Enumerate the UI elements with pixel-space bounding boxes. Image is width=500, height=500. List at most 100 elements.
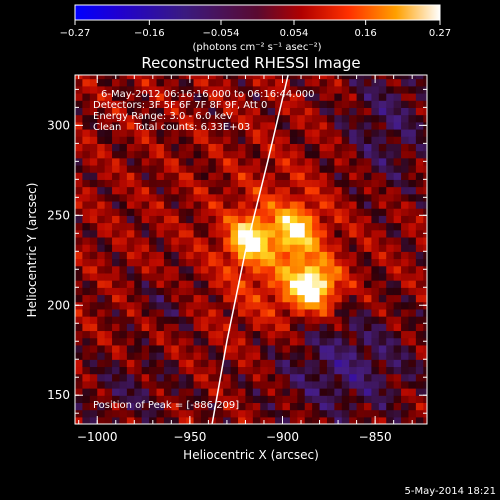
heatmap-cell: [89, 193, 98, 202]
heatmap-cell: [393, 157, 402, 166]
heatmap-cell: [341, 179, 350, 188]
heatmap-cell: [267, 330, 276, 339]
heatmap-cell: [326, 244, 335, 252]
heatmap-cell: [378, 416, 387, 424]
heatmap-cell: [245, 244, 254, 252]
heatmap-cell: [289, 359, 298, 368]
heatmap-cell: [112, 92, 121, 101]
heatmap-cell: [171, 395, 180, 404]
heatmap-cell: [156, 114, 165, 123]
heatmap-cell: [193, 150, 202, 159]
heatmap-cell: [193, 157, 202, 166]
heatmap-cell: [282, 244, 291, 252]
heatmap-cell: [104, 92, 113, 101]
heatmap-cell: [126, 272, 135, 281]
heatmap-cell: [223, 179, 232, 188]
heatmap-cell: [282, 337, 291, 346]
heatmap-cell: [178, 229, 187, 238]
heatmap-cell: [200, 236, 209, 245]
heatmap-cell: [238, 316, 247, 324]
heatmap-cell: [82, 157, 91, 166]
heatmap-cell: [97, 308, 106, 317]
heatmap-cell: [408, 200, 417, 209]
heatmap-cell: [223, 373, 232, 382]
heatmap-cell: [149, 280, 158, 288]
heatmap-cell: [215, 265, 224, 274]
heatmap-cell: [423, 308, 427, 317]
heatmap-cell: [423, 136, 427, 144]
heatmap-cell: [208, 200, 217, 209]
heatmap-cell: [126, 193, 135, 202]
heatmap-cell: [378, 128, 387, 137]
heatmap-cell: [312, 344, 321, 353]
heatmap-cell: [289, 200, 298, 209]
heatmap-cell: [134, 136, 143, 144]
heatmap-cell: [393, 395, 402, 404]
heatmap-cell: [415, 316, 424, 324]
heatmap-cell: [223, 388, 232, 396]
heatmap-cell: [156, 85, 165, 94]
heatmap-cell: [252, 186, 261, 195]
heatmap-cell: [415, 330, 424, 339]
heatmap-cell: [97, 287, 106, 296]
heatmap-cell: [334, 344, 343, 353]
heatmap-cell: [326, 308, 335, 317]
heatmap-cell: [393, 75, 402, 80]
heatmap-cell: [171, 222, 180, 231]
heatmap-cell: [423, 402, 427, 411]
heatmap-cell: [378, 294, 387, 303]
heatmap-cell: [341, 294, 350, 303]
heatmap-cell: [356, 280, 365, 288]
heatmap-cell: [245, 258, 254, 267]
heatmap-cell: [319, 100, 328, 108]
heatmap-cell: [386, 222, 395, 231]
heatmap-cell: [341, 352, 350, 360]
heatmap-cell: [312, 114, 321, 123]
heatmap-cell: [260, 121, 269, 130]
heatmap-cell: [282, 164, 291, 173]
heatmap-cell: [171, 323, 180, 332]
heatmap-cell: [112, 265, 121, 274]
heatmap-cell: [334, 136, 343, 144]
heatmap-cell: [134, 294, 143, 303]
heatmap-cell: [415, 373, 424, 382]
heatmap-cell: [356, 222, 365, 231]
heatmap-cell: [193, 128, 202, 137]
heatmap-cell: [245, 114, 254, 123]
heatmap-cell: [334, 179, 343, 188]
heatmap-cell: [275, 121, 284, 130]
heatmap-cell: [371, 157, 380, 166]
heatmap-cell: [238, 229, 247, 238]
heatmap-cell: [134, 287, 143, 296]
heatmap-cell: [104, 143, 113, 152]
heatmap-cell: [230, 78, 239, 87]
heatmap-cell: [208, 215, 217, 224]
heatmap-cell: [149, 186, 158, 195]
heatmap-cell: [312, 265, 321, 274]
heatmap-cell: [245, 373, 254, 382]
heatmap-cell: [82, 107, 91, 116]
heatmap-cell: [297, 395, 306, 404]
heatmap-cell: [141, 330, 150, 339]
heatmap-cell: [119, 222, 128, 231]
heatmap-cell: [297, 251, 306, 260]
heatmap-cell: [104, 258, 113, 267]
heatmap-cell: [112, 236, 121, 245]
heatmap-cell: [178, 244, 187, 252]
heatmap-cell: [200, 388, 209, 396]
heatmap-cell: [186, 157, 195, 166]
heatmap-cell: [378, 258, 387, 267]
heatmap-cell: [119, 416, 128, 424]
heatmap-cell: [82, 164, 91, 173]
heatmap-cell: [267, 337, 276, 346]
heatmap-cell: [415, 308, 424, 317]
heatmap-cell: [364, 337, 373, 346]
heatmap-cell: [208, 395, 217, 404]
heatmap-cell: [341, 136, 350, 144]
heatmap-cell: [378, 229, 387, 238]
heatmap-cell: [275, 395, 284, 404]
heatmap-cell: [238, 114, 247, 123]
x-tick-label: −950: [173, 430, 206, 444]
heatmap-cell: [178, 308, 187, 317]
heatmap-cell: [364, 251, 373, 260]
